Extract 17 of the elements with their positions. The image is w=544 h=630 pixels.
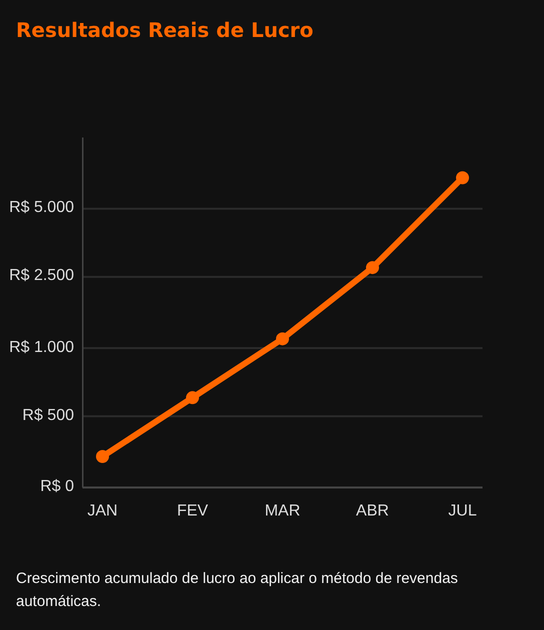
point bbox=[96, 450, 109, 464]
ref-line-label: R$ 5.000 bbox=[9, 199, 74, 218]
point bbox=[456, 171, 469, 184]
point bbox=[276, 332, 289, 346]
x-tick-label: FEV bbox=[176, 502, 208, 520]
ref-line-label: R$ 2.500 bbox=[9, 267, 74, 286]
x-tick-label: MAR bbox=[264, 502, 300, 520]
text: Crescimento acumulado de lucro ao aplicar o método de revendas automáticas. bbox=[15, 569, 459, 612]
x-tick-label: JAN bbox=[87, 502, 118, 520]
chart-title: Resultados Reais de Lucro bbox=[15, 17, 314, 42]
x-tick-label: JUL bbox=[448, 502, 477, 520]
ref-line-label: R$ 1.000 bbox=[9, 338, 74, 357]
text: R$ 0 bbox=[40, 478, 74, 496]
ref-line-label: R$ 500 bbox=[22, 406, 74, 425]
x-tick-label: ABR bbox=[356, 502, 389, 520]
point bbox=[186, 391, 199, 404]
point bbox=[366, 261, 379, 274]
